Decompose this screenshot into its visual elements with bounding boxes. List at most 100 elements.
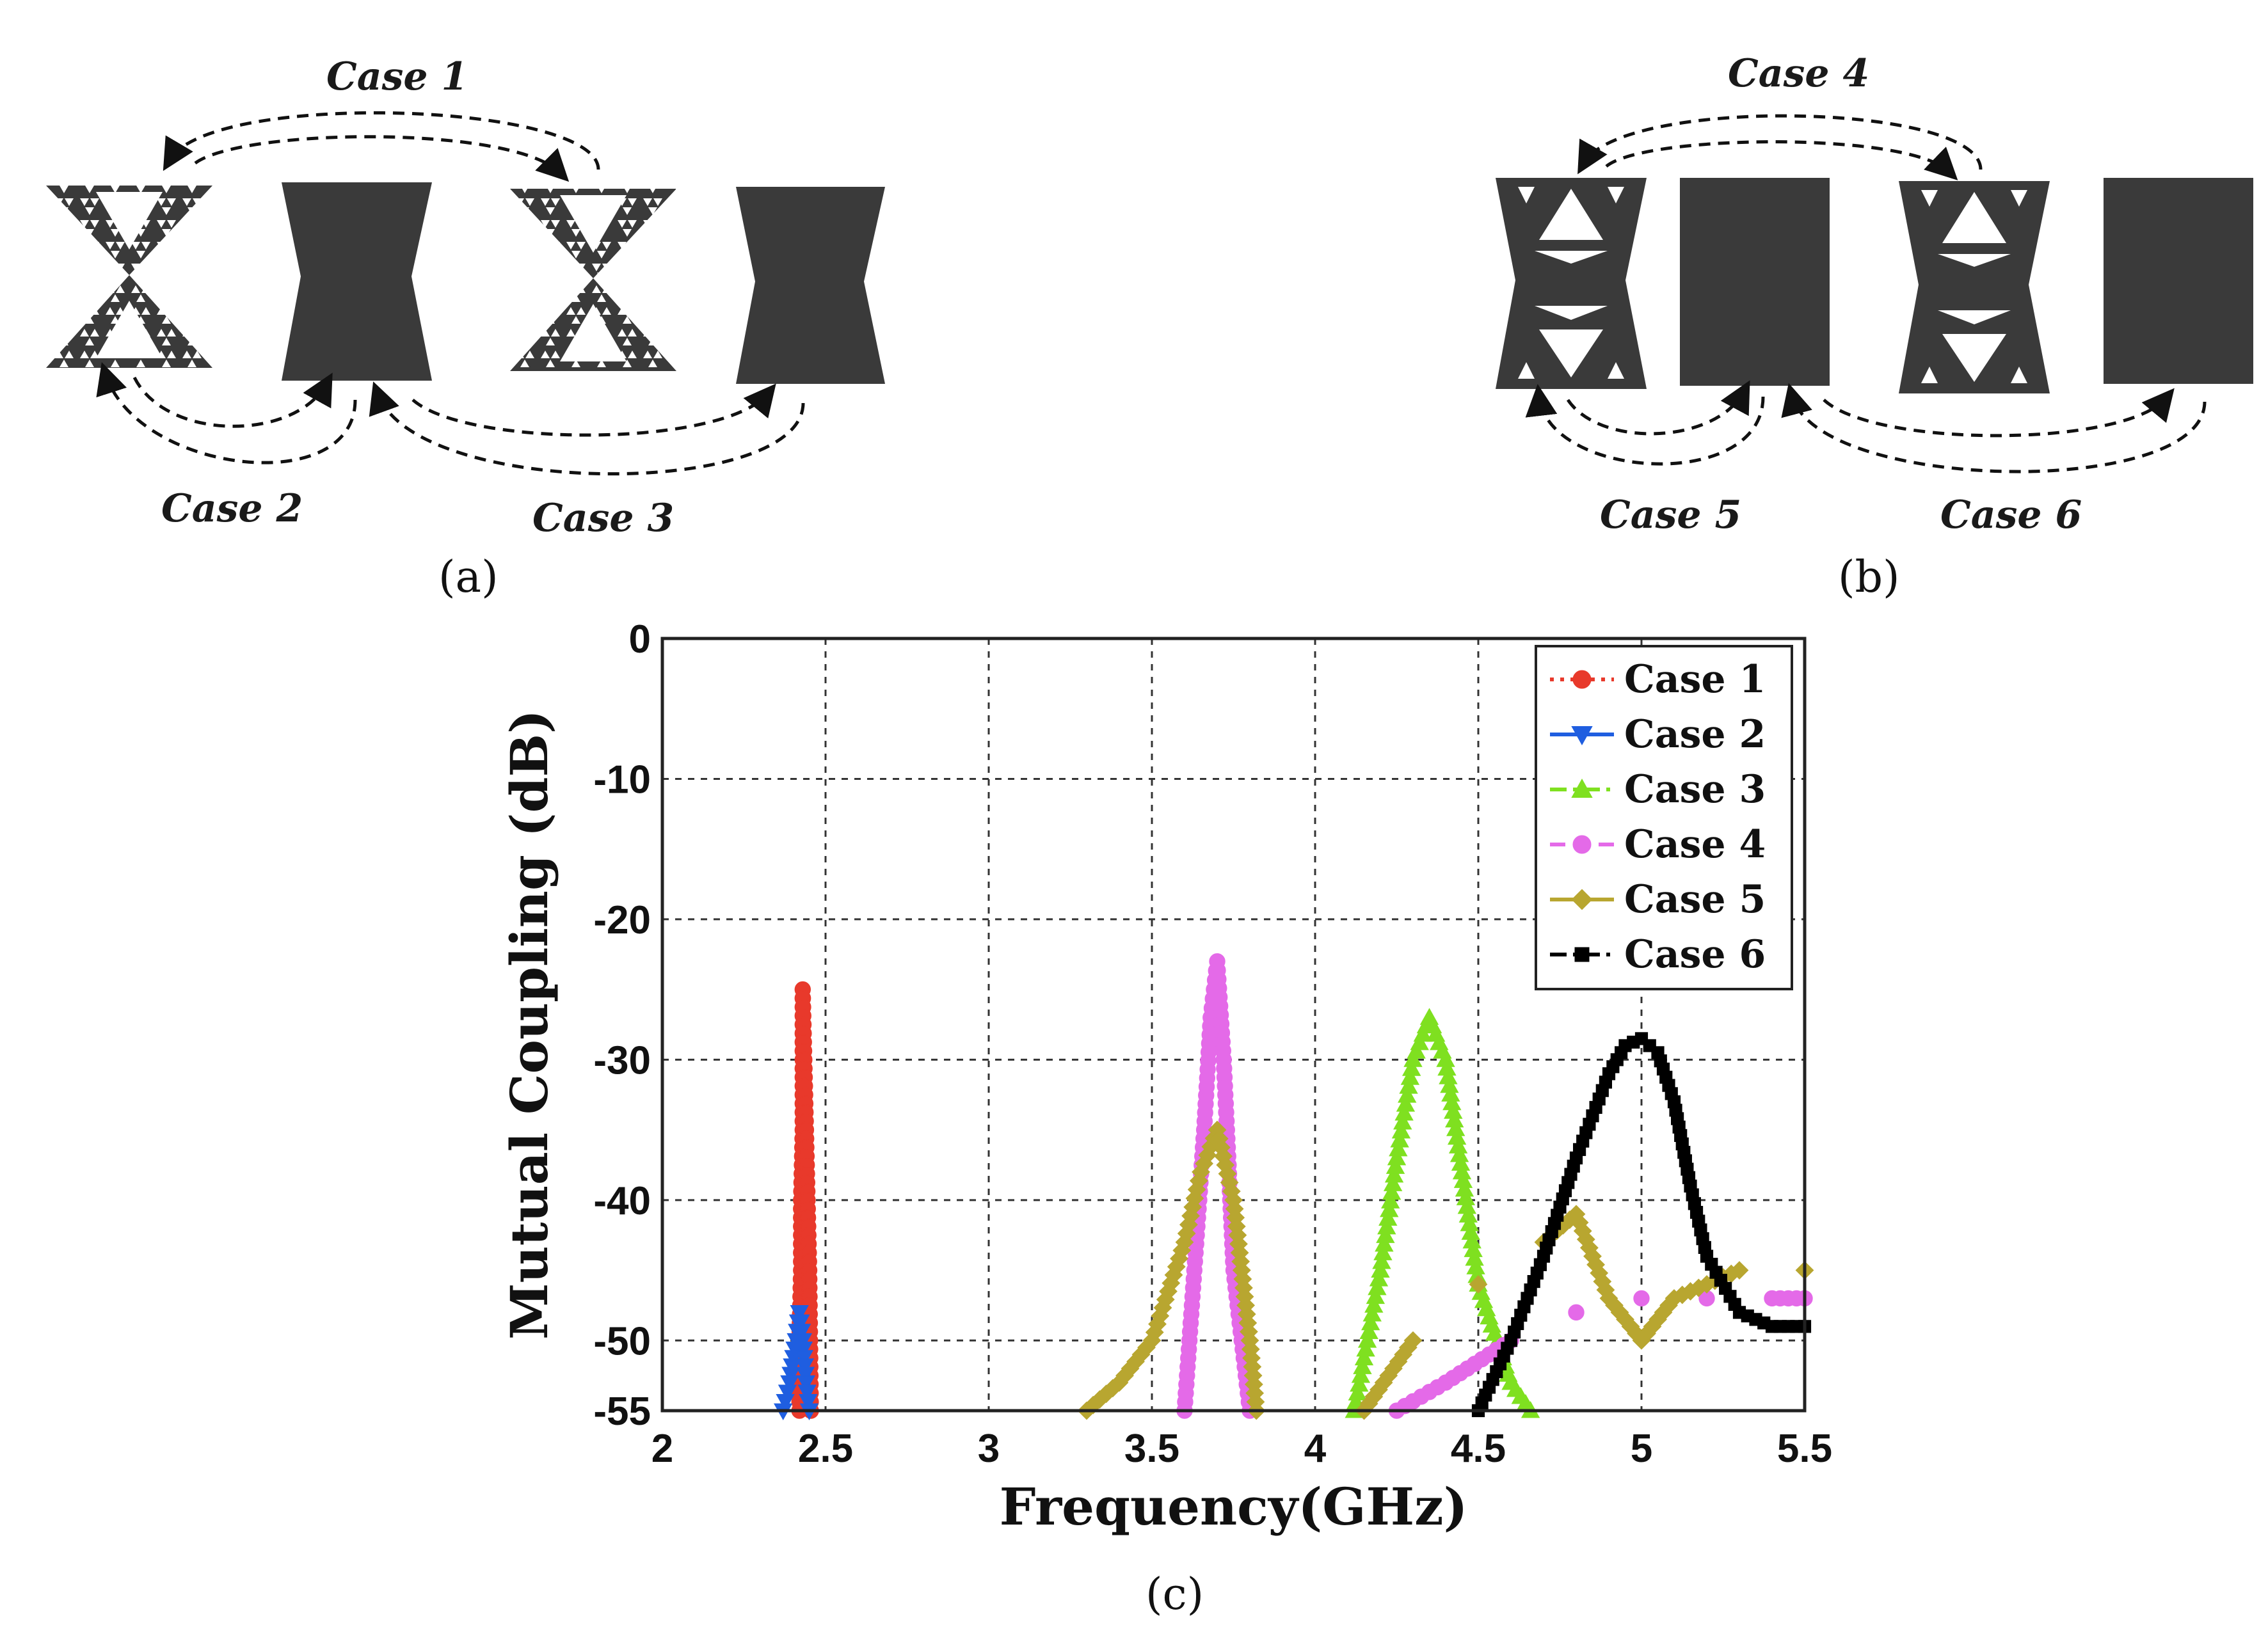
y-tick-label: -10 [593, 757, 651, 802]
panel-c-label: (c) [1146, 1569, 1204, 1620]
data-point [795, 1358, 815, 1375]
case-5-arc-outer [1525, 384, 1765, 466]
data-point [1402, 1059, 1421, 1076]
data-point [799, 1393, 818, 1411]
data-point [1364, 1296, 1384, 1313]
case-4-arc-inner [1605, 140, 1958, 180]
data-point [790, 1304, 809, 1322]
data-point [1410, 1033, 1429, 1050]
data-point [1371, 1260, 1390, 1278]
mutual-coupling-chart: 2 2.5 3 3.5 4 4.5 5 5.5 0 -10 -20 -30 -40 -50 -55 Freq… [499, 617, 1832, 1537]
case-6-arc-outer [1781, 383, 2207, 473]
data-point [1373, 1243, 1393, 1260]
data-point [1361, 1313, 1380, 1331]
case-4-label: Case 4 [1728, 51, 1869, 96]
legend-box [1535, 645, 1793, 990]
data-point [1350, 1374, 1369, 1392]
data-point [792, 1324, 811, 1341]
case-2-arc-inner [132, 372, 333, 428]
slotted-bowtie-antenna-2 [1899, 181, 2050, 393]
data-point [1469, 1275, 1488, 1294]
data-point [1403, 1050, 1423, 1067]
data-point [1366, 1287, 1386, 1304]
legend-entry: Case 4 [1624, 822, 1766, 867]
panel-a: Case 1 Case 2 Case 3 (a) [46, 54, 885, 603]
legend-marker [1574, 947, 1590, 962]
slotted-bowtie-antenna-1 [1496, 178, 1647, 389]
data-point [1398, 1086, 1417, 1103]
case-5-arc-inner [1566, 380, 1750, 436]
case-2-label: Case 2 [161, 486, 303, 531]
legend-entry: Case 3 [1624, 767, 1766, 812]
y-axis-label: Mutual Coupling (dB) [499, 709, 559, 1340]
series-case-6 [1471, 1032, 1812, 1418]
legend-entry: Case 5 [1624, 877, 1766, 922]
legend-marker [1571, 889, 1593, 910]
y-tick-label: -30 [593, 1038, 651, 1082]
series-case-3 [1345, 1008, 1540, 1418]
case-3-label: Case 3 [532, 496, 674, 541]
solid-bowtie-antenna-1 [282, 182, 432, 381]
fractal-bowtie-antenna-2 [510, 189, 676, 371]
data-point [1407, 1042, 1426, 1059]
data-point [1393, 1113, 1412, 1130]
y-tick-label: -20 [593, 898, 651, 942]
series-case-2 [774, 1304, 819, 1421]
data-point [1568, 1304, 1585, 1321]
data-point [1346, 1392, 1366, 1409]
data-point [1394, 1104, 1414, 1121]
data-point [1359, 1322, 1378, 1339]
data-point [1375, 1234, 1394, 1252]
data-point [1730, 1261, 1749, 1280]
legend-entry: Case 1 [1624, 657, 1766, 702]
panel-a-label: (a) [438, 552, 499, 603]
data-point [1633, 1290, 1650, 1307]
data-point [1372, 1251, 1391, 1269]
data-point [1356, 1339, 1375, 1357]
data-point [1362, 1304, 1382, 1322]
legend-marker [1571, 778, 1593, 798]
data-point [795, 1367, 815, 1384]
x-tick-label: 3.5 [1124, 1427, 1179, 1471]
case-1-arc-inner [194, 135, 570, 182]
data-point [1369, 1269, 1389, 1287]
case-1-arc-outer [163, 111, 600, 171]
data-point [1383, 1174, 1403, 1191]
plot-frame [660, 637, 1807, 1413]
data-point [1389, 1139, 1408, 1157]
y-tick-label: -40 [593, 1179, 651, 1223]
x-axis-label: Frequency(GHz) [1000, 1477, 1468, 1537]
chart-series [774, 953, 1814, 1421]
data-point [1380, 1200, 1399, 1217]
data-point [1368, 1278, 1387, 1296]
solid-rect-antenna-1 [1680, 178, 1830, 386]
x-tick-label: 2.5 [798, 1427, 853, 1471]
case-3-arc-outer [369, 381, 805, 476]
data-point [1384, 1165, 1404, 1183]
chart-legend: Case 1 Case 2 Case 3 Case 4 Case 5 Case 6 [1535, 645, 1793, 990]
data-point [1403, 1331, 1423, 1350]
case-6-label: Case 6 [1940, 493, 2082, 537]
x-tick-label: 4 [1304, 1427, 1327, 1471]
data-point [1378, 1209, 1398, 1226]
data-point [1386, 1157, 1405, 1174]
data-point [1390, 1130, 1409, 1148]
data-point [1377, 1217, 1396, 1235]
legend-entry: Case 2 [1624, 712, 1766, 757]
data-point [1348, 1383, 1367, 1400]
case-5-label: Case 5 [1600, 493, 1741, 537]
fractal-bowtie-antenna-1 [46, 186, 212, 368]
data-point [1376, 1226, 1395, 1243]
data-point [796, 1375, 816, 1393]
panel-b: Case 4 Case 5 Case 6 (b) [1496, 51, 2253, 603]
data-point [1354, 1348, 1374, 1366]
x-tick-label: 5 [1631, 1427, 1652, 1471]
case-2-arc-outer [96, 361, 357, 464]
solid-bowtie-antenna-2 [736, 187, 885, 384]
case-4-arc-outer [1577, 114, 1983, 175]
data-point [1382, 1182, 1402, 1200]
data-point [1399, 1077, 1418, 1094]
legend-marker [1572, 670, 1592, 689]
legend-entry: Case 6 [1624, 932, 1766, 977]
data-point [1413, 1024, 1432, 1042]
